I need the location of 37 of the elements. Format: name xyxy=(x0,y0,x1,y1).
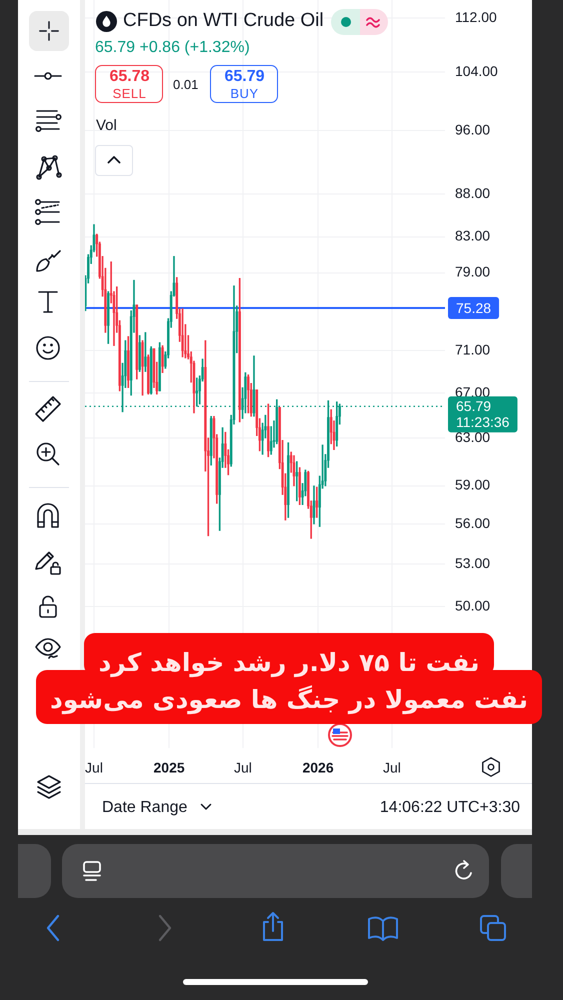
y-tick-label: 50.00 xyxy=(455,598,490,614)
annotation: 0.01 xyxy=(173,76,198,93)
x-tick-label: 2026 xyxy=(302,759,334,776)
annotation: نفت معمولا در جنگ ها صعودی می‌شود xyxy=(50,684,528,716)
y-tick-label: 88.00 xyxy=(455,184,490,201)
y-tick-label: 83.00 xyxy=(455,228,490,244)
text: CFDs on WTI Crude Oil xyxy=(123,9,324,33)
ref-line-label: 65.79 xyxy=(456,398,492,414)
candlestick xyxy=(107,291,110,344)
y-tick-label: 71.00 xyxy=(455,342,490,358)
annotation: 65.79 xyxy=(224,67,265,86)
x-tick-label: 2025 xyxy=(154,759,185,776)
annotation: BUY xyxy=(230,85,259,102)
text: 14:06:22 UTC+3:30 xyxy=(380,798,520,817)
x-tick-label: Jul xyxy=(382,759,401,776)
candlestick xyxy=(267,404,270,458)
y-tick-label: 104.00 xyxy=(455,62,498,79)
y-tick-label: 53.00 xyxy=(455,555,490,572)
y-tick-label: 79.00 xyxy=(455,264,490,280)
x-tick-label: Jul xyxy=(234,759,252,776)
text: 65.79 +0.86 (+1.32%) xyxy=(95,38,250,58)
y-tick-label: 59.00 xyxy=(455,476,490,493)
x-tick-label: Jul xyxy=(85,759,103,776)
ref-line-label: 75.28 xyxy=(456,300,492,316)
candlestick xyxy=(287,442,290,518)
candlestick xyxy=(247,374,250,414)
annotation: 65.78 xyxy=(109,67,150,86)
y-tick-label: 63.00 xyxy=(455,428,490,445)
y-tick-label: 112.00 xyxy=(455,8,497,25)
candlestick xyxy=(127,336,130,388)
annotation: نفت تا ۷۵ دلا.ر رشد خواهد کرد xyxy=(98,647,480,680)
y-tick-label: 56.00 xyxy=(455,514,490,531)
text: Date Range xyxy=(102,798,188,817)
y-tick-label: 96.00 xyxy=(455,121,490,138)
annotation: Vol xyxy=(96,117,117,135)
annotation: SELL xyxy=(112,85,146,102)
text: 11:23:36 xyxy=(456,414,510,430)
